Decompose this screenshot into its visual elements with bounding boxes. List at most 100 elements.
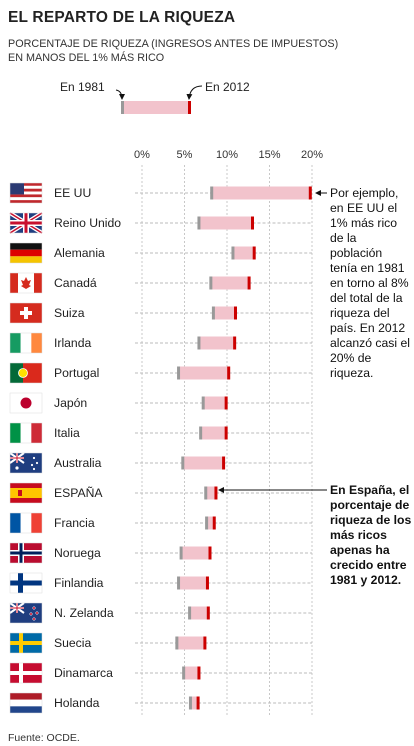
range-bar	[189, 606, 209, 620]
legend-end-arrow	[186, 85, 203, 100]
country-row: Holanda	[9, 692, 312, 714]
grid	[141, 165, 313, 717]
flag-se-icon	[9, 632, 43, 654]
start-marker-1981	[211, 306, 215, 320]
start-marker-1981	[201, 396, 205, 410]
end-marker-2012	[247, 276, 251, 290]
flag-part	[18, 490, 22, 496]
flag-part	[10, 706, 42, 713]
country-label: Dinamarca	[54, 666, 113, 680]
start-marker-1981	[177, 576, 181, 590]
flag-border	[9, 632, 43, 654]
flag-part	[10, 333, 21, 353]
range-bar	[232, 246, 255, 260]
flag-nz-icon	[9, 602, 43, 624]
flag-border	[9, 422, 43, 444]
range-bar	[176, 636, 205, 650]
country-row: Italia	[9, 422, 312, 444]
flag-part	[35, 611, 39, 615]
legend-bar	[121, 101, 191, 114]
start-marker-1981	[209, 276, 213, 290]
flag-part	[10, 183, 24, 195]
flag-part	[29, 612, 33, 616]
end-marker-2012	[234, 306, 237, 320]
country-row: Reino Unido	[8, 211, 312, 235]
end-marker-2012	[206, 606, 210, 620]
country-row: ESPAÑA	[9, 482, 312, 504]
end-marker-2012	[252, 246, 256, 260]
flag-part	[10, 699, 42, 707]
flag-border	[9, 602, 43, 624]
flag-part	[31, 513, 42, 533]
flag-part	[10, 273, 18, 293]
us-annotation: Por ejemplo, en EE UU el 1% más rico de …	[330, 186, 410, 380]
range-bar	[206, 516, 215, 530]
range-bar	[190, 696, 199, 710]
range-bar	[178, 576, 208, 590]
start-marker-1981	[188, 696, 192, 710]
flag-border	[9, 272, 43, 294]
flag-part	[20, 513, 32, 533]
flag-part	[32, 617, 36, 621]
flag-part	[15, 466, 19, 470]
country-row: Alemania	[9, 242, 312, 264]
flag-part	[10, 488, 42, 498]
x-tick-label: 20%	[301, 149, 323, 161]
country-row: Irlanda	[9, 332, 312, 354]
country-label: Reino Unido	[54, 216, 121, 230]
start-marker-1981	[177, 366, 181, 380]
country-label: Holanda	[54, 696, 100, 710]
flag-part	[30, 463, 34, 467]
start-marker-1981	[197, 336, 201, 350]
flag-pt-icon	[9, 362, 43, 384]
country-label: Irlanda	[54, 336, 91, 350]
country-row: Japón	[9, 392, 312, 414]
country-row: Noruega	[9, 542, 312, 564]
end-marker-2012	[227, 366, 231, 380]
flag-part	[31, 423, 42, 443]
flag-au-icon	[9, 452, 43, 474]
flag-dk-icon	[9, 662, 43, 684]
flag-part	[10, 188, 42, 192]
flag-part	[10, 185, 42, 189]
start-marker-1981	[204, 486, 208, 500]
country-label: Japón	[54, 396, 87, 410]
country-row: EE UU	[9, 182, 312, 204]
flag-nl-icon	[9, 692, 43, 714]
country-label: Finlandia	[54, 576, 104, 590]
flag-uk-icon	[8, 211, 44, 235]
flag-border	[9, 392, 43, 414]
end-marker-2012	[203, 636, 207, 650]
flag-part	[10, 197, 42, 201]
country-label: EE UU	[54, 186, 91, 200]
start-marker-1981	[188, 606, 192, 620]
flag-de-icon	[9, 242, 43, 264]
range-bar	[213, 306, 236, 320]
flag-border	[9, 332, 43, 354]
end-marker-2012	[212, 516, 216, 530]
range-bar	[211, 186, 311, 200]
flag-border	[9, 662, 43, 684]
range-bar	[205, 486, 216, 500]
flag-part	[32, 456, 36, 460]
end-marker-2012	[224, 426, 228, 440]
country-row: Dinamarca	[9, 662, 312, 684]
range-bar	[181, 546, 210, 560]
flag-jp-icon	[9, 392, 43, 414]
country-label: Noruega	[54, 546, 101, 560]
flag-no-icon	[9, 542, 43, 564]
flag-part	[10, 551, 42, 555]
flag-it-icon	[9, 422, 43, 444]
flag-part	[10, 200, 42, 203]
legend-start-marker	[121, 101, 124, 114]
end-marker-2012	[308, 186, 312, 200]
start-marker-1981	[179, 546, 183, 560]
end-marker-2012	[205, 576, 209, 590]
flag-border	[9, 512, 43, 534]
chart-title: EL REPARTO DE LA RIQUEZA	[8, 9, 236, 26]
flag-ie-icon	[9, 332, 43, 354]
flag-border	[9, 302, 43, 324]
end-marker-2012	[208, 546, 212, 560]
country-label: Alemania	[54, 246, 105, 260]
flag-border	[9, 572, 43, 594]
